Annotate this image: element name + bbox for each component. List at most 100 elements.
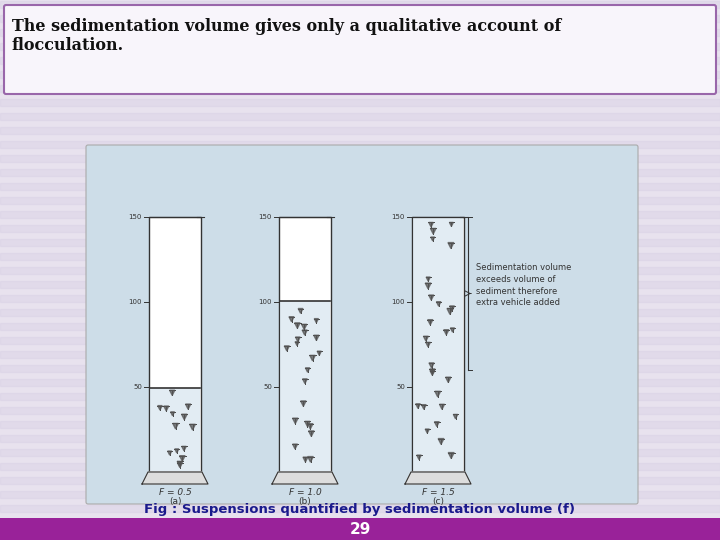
Text: 50: 50 xyxy=(263,384,272,390)
Polygon shape xyxy=(170,390,175,395)
Bar xyxy=(0,169,720,176)
Polygon shape xyxy=(177,461,182,467)
Bar xyxy=(0,85,720,92)
Polygon shape xyxy=(186,404,191,409)
Polygon shape xyxy=(307,424,313,429)
Polygon shape xyxy=(168,451,172,455)
Polygon shape xyxy=(447,308,453,314)
Text: Fig : Suspensions quantified by sedimentation volume (f): Fig : Suspensions quantified by sediment… xyxy=(145,503,575,516)
Polygon shape xyxy=(272,472,338,484)
Text: F = 1.0: F = 1.0 xyxy=(289,488,321,497)
Polygon shape xyxy=(429,363,434,368)
Polygon shape xyxy=(158,406,162,410)
Text: 100: 100 xyxy=(258,299,272,305)
Bar xyxy=(0,127,720,134)
Bar xyxy=(0,491,720,498)
Text: flocculation.: flocculation. xyxy=(12,37,124,54)
Text: 150: 150 xyxy=(392,214,405,220)
Bar xyxy=(280,301,330,471)
Bar xyxy=(0,309,720,316)
Text: (c): (c) xyxy=(432,497,444,506)
Bar xyxy=(0,407,720,414)
Polygon shape xyxy=(405,472,471,484)
Polygon shape xyxy=(426,342,431,347)
Text: Sedimentation volume
exceeds volume of
sediment therefore
extra vehicle added: Sedimentation volume exceeds volume of s… xyxy=(476,263,572,307)
Polygon shape xyxy=(292,444,297,449)
Polygon shape xyxy=(426,429,429,433)
Polygon shape xyxy=(302,379,307,383)
Polygon shape xyxy=(179,456,185,461)
Polygon shape xyxy=(451,328,454,332)
Polygon shape xyxy=(305,421,310,427)
Bar xyxy=(0,379,720,386)
Bar xyxy=(0,211,720,218)
Polygon shape xyxy=(426,277,431,281)
Polygon shape xyxy=(305,368,310,372)
Bar xyxy=(0,449,720,456)
Text: F = 0.5: F = 0.5 xyxy=(158,488,192,497)
Text: 100: 100 xyxy=(392,299,405,305)
Polygon shape xyxy=(449,453,454,458)
Polygon shape xyxy=(438,438,444,444)
Bar xyxy=(0,505,720,512)
Polygon shape xyxy=(298,308,303,313)
Polygon shape xyxy=(309,431,314,436)
Polygon shape xyxy=(415,404,420,408)
Bar xyxy=(0,183,720,190)
Bar xyxy=(412,217,464,472)
Polygon shape xyxy=(171,412,174,416)
Bar xyxy=(0,197,720,204)
Polygon shape xyxy=(318,351,321,355)
Bar xyxy=(0,99,720,106)
Bar xyxy=(149,217,201,472)
Polygon shape xyxy=(295,337,300,342)
Polygon shape xyxy=(301,401,306,406)
Bar xyxy=(0,113,720,120)
Polygon shape xyxy=(173,423,179,429)
Polygon shape xyxy=(423,336,428,341)
Polygon shape xyxy=(181,447,186,451)
Bar xyxy=(413,217,463,471)
Polygon shape xyxy=(428,320,433,325)
Bar xyxy=(0,57,720,64)
Bar xyxy=(0,351,720,358)
Bar xyxy=(0,253,720,260)
Polygon shape xyxy=(310,355,315,361)
Polygon shape xyxy=(181,414,187,420)
Polygon shape xyxy=(430,369,435,374)
Polygon shape xyxy=(434,422,439,427)
FancyBboxPatch shape xyxy=(4,5,716,94)
Bar xyxy=(0,393,720,400)
Polygon shape xyxy=(314,335,319,341)
Bar xyxy=(0,281,720,288)
Text: F = 1.5: F = 1.5 xyxy=(422,488,454,497)
Bar xyxy=(0,323,720,330)
Bar xyxy=(0,477,720,484)
Polygon shape xyxy=(417,455,421,460)
Bar xyxy=(0,29,720,36)
Polygon shape xyxy=(429,222,433,227)
Bar xyxy=(0,15,720,22)
Text: 100: 100 xyxy=(128,299,142,305)
Polygon shape xyxy=(292,418,298,424)
Bar xyxy=(0,463,720,470)
Polygon shape xyxy=(448,242,454,248)
Polygon shape xyxy=(314,319,318,323)
Polygon shape xyxy=(431,228,436,234)
Text: 150: 150 xyxy=(258,214,272,220)
Polygon shape xyxy=(430,370,435,375)
Polygon shape xyxy=(303,457,308,462)
Polygon shape xyxy=(426,283,431,289)
Polygon shape xyxy=(454,414,458,419)
Bar xyxy=(0,43,720,50)
Polygon shape xyxy=(450,306,454,310)
Text: (a): (a) xyxy=(168,497,181,506)
Polygon shape xyxy=(446,377,451,382)
Polygon shape xyxy=(439,404,444,409)
Text: 50: 50 xyxy=(133,384,142,390)
Polygon shape xyxy=(302,330,307,335)
Polygon shape xyxy=(142,472,208,484)
Polygon shape xyxy=(421,404,426,409)
Polygon shape xyxy=(449,222,454,226)
Bar xyxy=(279,217,331,472)
